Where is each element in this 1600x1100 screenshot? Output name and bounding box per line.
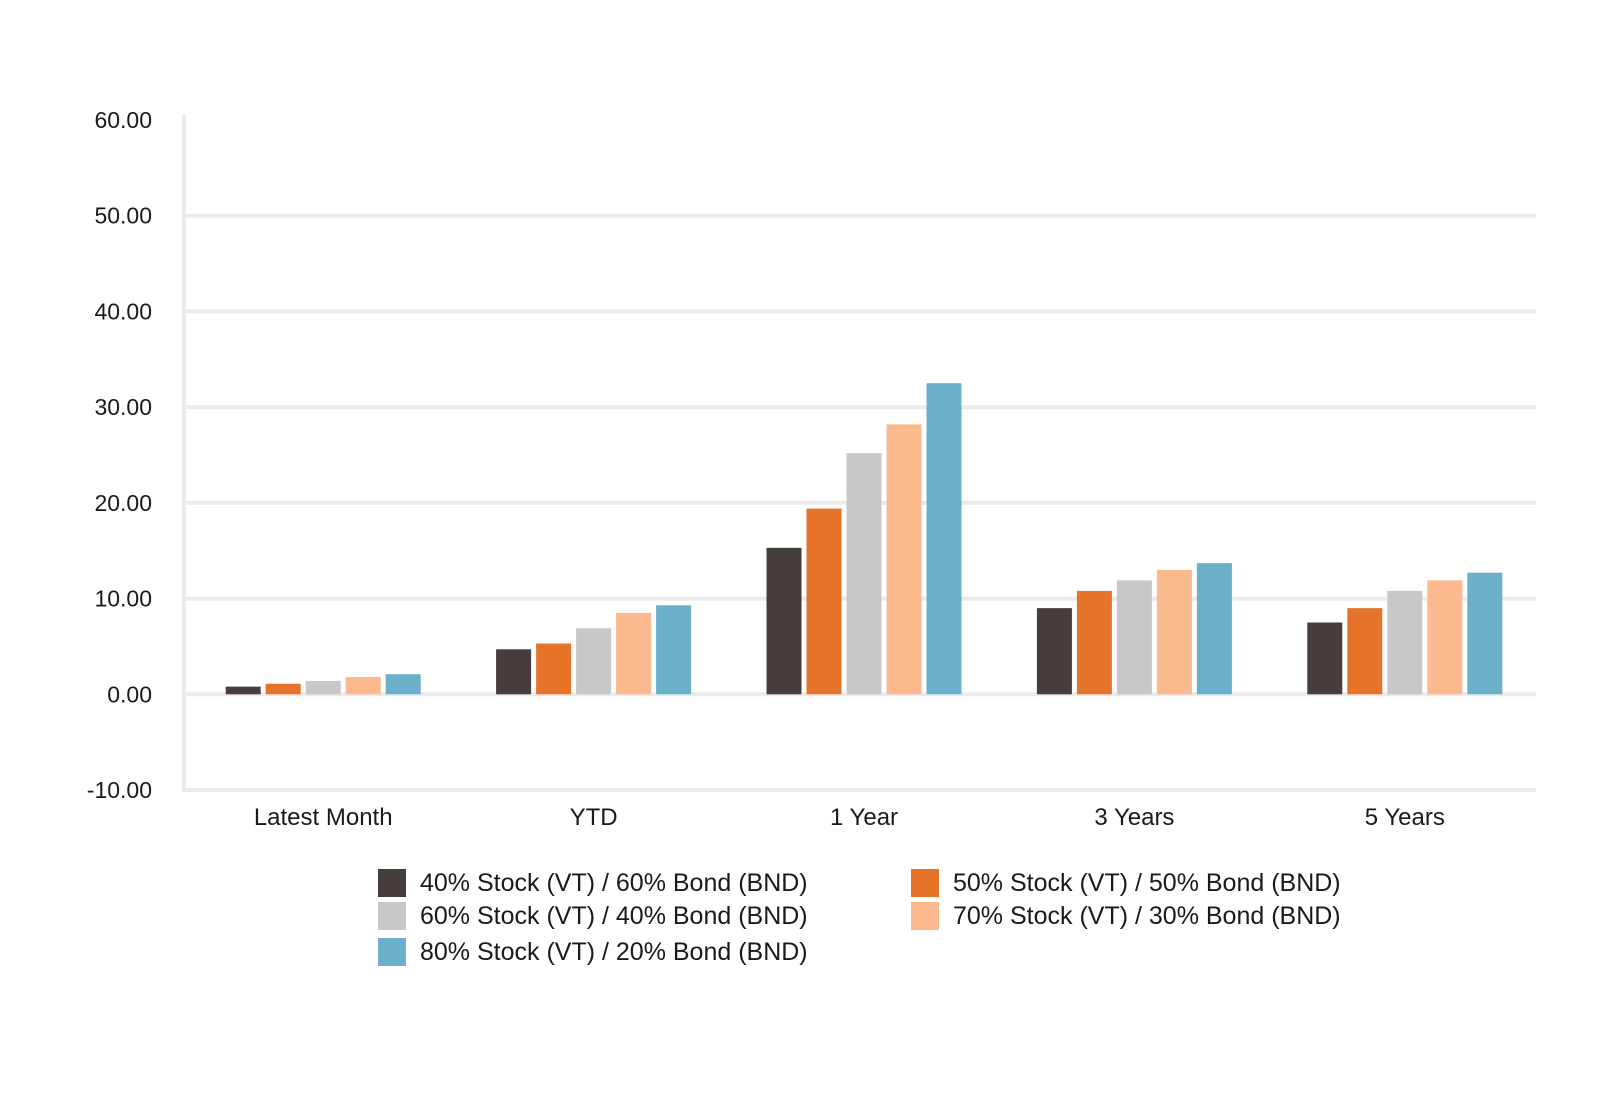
y-axis-tick-labels: 60.00 50.00 40.00 30.00 20.00 10.00 0.00 -10.00 (87, 107, 152, 803)
y-tick-label: 30.00 (94, 394, 152, 420)
bar (1387, 590, 1423, 695)
legend-item: 50% Stock (VT) / 50% Bond (BND) (911, 868, 1341, 898)
legend-swatch (911, 869, 939, 897)
legend-item: 70% Stock (VT) / 30% Bond (BND) (911, 901, 1341, 931)
legend-label: 60% Stock (VT) / 40% Bond (BND) (420, 901, 808, 930)
x-category-label: Latest Month (254, 804, 393, 831)
legend-swatch (378, 902, 406, 930)
bar (225, 686, 261, 695)
bar (1196, 563, 1232, 695)
y-tick-label: 20.00 (94, 490, 152, 516)
bar (1116, 580, 1152, 695)
bar (1156, 569, 1192, 695)
x-category-label: 3 Years (1094, 804, 1174, 831)
bar (1347, 608, 1383, 695)
bar (345, 677, 381, 695)
bar (1467, 572, 1503, 695)
x-category-label: 5 Years (1365, 804, 1445, 831)
bar (656, 605, 692, 695)
y-tick-label: 50.00 (94, 203, 152, 229)
bar (1427, 580, 1463, 695)
legend-item: 40% Stock (VT) / 60% Bond (BND) (378, 868, 808, 898)
y-tick-label: 60.00 (94, 107, 152, 133)
bar (305, 680, 341, 695)
bar (766, 547, 802, 695)
y-tick-label: 10.00 (94, 586, 152, 612)
legend-label: 80% Stock (VT) / 20% Bond (BND) (420, 937, 808, 966)
bar (1036, 608, 1072, 695)
x-category-label: YTD (570, 804, 618, 831)
legend-item: 60% Stock (VT) / 40% Bond (BND) (378, 901, 808, 931)
bar (496, 649, 532, 695)
x-axis-category-labels: Latest Month YTD 1 Year 3 Years 5 Years (254, 804, 1445, 831)
bars (225, 383, 1503, 695)
y-tick-label: 40.00 (94, 298, 152, 324)
bar (846, 453, 882, 695)
y-tick-label: 0.00 (107, 681, 152, 707)
bar (1307, 622, 1343, 695)
legend-item: 80% Stock (VT) / 20% Bond (BND) (378, 937, 808, 967)
legend-swatch (378, 869, 406, 897)
bar (385, 674, 421, 695)
y-tick-label: -10.00 (87, 777, 152, 803)
bar (616, 612, 652, 695)
bar (1076, 590, 1112, 695)
legend-swatch (911, 902, 939, 930)
legend-swatch (378, 938, 406, 966)
bar (806, 508, 842, 695)
legend-label: 50% Stock (VT) / 50% Bond (BND) (953, 868, 1341, 897)
bar (926, 383, 962, 695)
bar (536, 643, 572, 695)
legend-label: 70% Stock (VT) / 30% Bond (BND) (953, 901, 1341, 930)
legend: 40% Stock (VT) / 60% Bond (BND) 50% Stock… (378, 868, 1378, 988)
axes (182, 115, 1536, 792)
x-category-label: 1 Year (830, 804, 898, 831)
bar (265, 683, 301, 695)
bar (576, 628, 612, 695)
legend-label: 40% Stock (VT) / 60% Bond (BND) (420, 868, 808, 897)
bar (886, 424, 922, 695)
